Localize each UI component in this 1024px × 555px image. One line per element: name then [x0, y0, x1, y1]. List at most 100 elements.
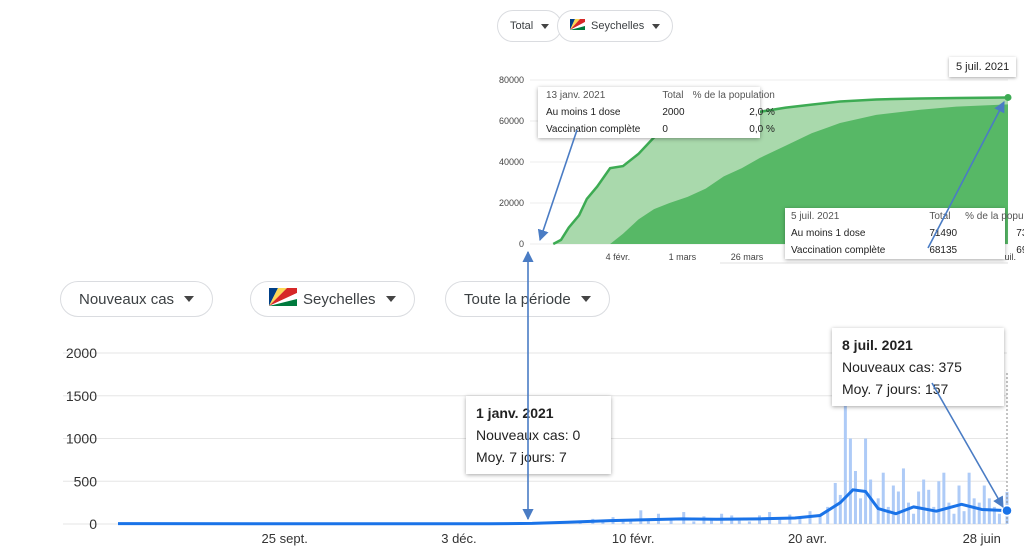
bar	[838, 494, 842, 524]
y-tick-label: 500	[74, 473, 98, 489]
tooltip-cases: Nouveaux cas: 375	[842, 359, 962, 375]
country-dropdown-top[interactable]: Seychelles	[557, 10, 674, 42]
bar	[942, 472, 946, 524]
x-tick-label: 26 mars	[731, 252, 764, 262]
last-point-marker	[1004, 93, 1012, 101]
country-dropdown-label: Seychelles	[303, 290, 376, 308]
x-tick-label: 10 févr.	[612, 531, 655, 546]
tooltip-row-pct: 73,2 %	[1016, 228, 1024, 239]
bar	[876, 498, 880, 524]
bar	[997, 513, 1001, 524]
bar	[692, 521, 696, 524]
country-dropdown-bottom[interactable]: Seychelles	[250, 281, 415, 317]
bar	[864, 438, 868, 524]
country-dropdown-label: Seychelles	[591, 20, 645, 32]
bar	[886, 506, 890, 524]
tooltip-row-label: Vaccination complète	[791, 245, 886, 256]
metric-dropdown-label: Nouveaux cas	[79, 290, 175, 308]
corner-date-label: 5 juil. 2021	[949, 57, 1017, 77]
bar	[833, 482, 837, 524]
bar	[962, 511, 966, 524]
chevron-down-icon	[541, 23, 550, 29]
bar	[977, 502, 981, 524]
tooltip-date: 13 janv. 2021	[546, 90, 606, 101]
tooltip-col-total: Total	[662, 90, 684, 101]
bar	[621, 520, 625, 524]
bar	[901, 468, 905, 524]
x-tick-label: 20 avr.	[788, 531, 827, 546]
bar	[747, 521, 751, 524]
series-line-moy-7-jours	[117, 488, 1008, 526]
tooltip-cases: Nouveaux cas: 0	[476, 427, 581, 443]
metric-dropdown-top[interactable]: Total	[497, 10, 563, 42]
bar	[947, 502, 951, 524]
y-tick-label: 2000	[66, 345, 97, 361]
tooltip-row-pct: 69,8 %	[1016, 245, 1024, 256]
bar	[972, 498, 976, 524]
bar	[826, 506, 830, 524]
tooltip-row-total: 2000	[662, 107, 685, 118]
tooltip-row-label: Au moins 1 dose	[791, 228, 866, 239]
tooltip-row-label: Au moins 1 dose	[546, 107, 621, 118]
chevron-down-icon	[580, 296, 591, 302]
tooltip-row-pct: 2,0 %	[749, 107, 775, 118]
bar	[952, 513, 956, 524]
y-tick-label: 80000	[499, 75, 524, 85]
bar	[737, 520, 741, 524]
chevron-down-icon	[385, 296, 396, 302]
bar	[937, 481, 941, 524]
bar	[896, 491, 900, 524]
bar	[912, 513, 916, 524]
bar	[798, 517, 802, 524]
bar	[843, 382, 847, 524]
bar	[848, 438, 852, 524]
tooltip-row-total: 0	[662, 124, 668, 135]
tooltip-avg: Moy. 7 jours: 157	[842, 381, 949, 397]
cases-tooltip-left: 1 janv. 2021 Nouveaux cas: 0 Moy. 7 jour…	[466, 396, 611, 474]
tooltip-row-total: 68135	[929, 245, 958, 256]
tooltip-date: 8 juil. 2021	[842, 337, 913, 353]
bar	[853, 470, 857, 524]
chevron-down-icon	[184, 296, 195, 302]
tooltip-avg: Moy. 7 jours: 7	[476, 449, 567, 465]
x-tick-label: 28 juin	[963, 531, 1001, 546]
tooltip-row-label: Vaccination complète	[546, 124, 641, 135]
bar	[927, 489, 931, 524]
bar	[907, 502, 911, 524]
y-tick-label: 1500	[66, 388, 97, 404]
bar	[992, 506, 996, 524]
bar	[859, 498, 863, 524]
y-tick-label: 1000	[66, 431, 97, 447]
y-tick-label: 20000	[499, 198, 524, 208]
x-tick-label: 4 févr.	[606, 252, 631, 262]
x-tick-label: 3 déc.	[441, 531, 476, 546]
bar	[710, 518, 714, 524]
x-tick-label: 25 sept.	[262, 531, 308, 546]
bar	[669, 518, 673, 524]
bar	[778, 519, 782, 524]
tooltip-date: 1 janv. 2021	[476, 405, 554, 421]
metric-dropdown-label: Total	[510, 20, 534, 32]
chevron-down-icon	[652, 23, 661, 29]
bar	[881, 472, 885, 524]
vaccination-tooltip-left: 13 janv. 2021 Total % de la population A…	[538, 87, 775, 138]
period-dropdown-label: Toute la période	[464, 290, 571, 308]
tooltip-col-pct: % de la population	[692, 90, 775, 101]
seychelles-flag-icon	[269, 288, 297, 310]
cases-tooltip-right: 8 juil. 2021 Nouveaux cas: 375 Moy. 7 jo…	[832, 328, 1004, 406]
tooltip-date: 5 juil. 2021	[791, 211, 840, 222]
bar	[869, 479, 873, 524]
bar	[922, 479, 926, 524]
bar	[601, 521, 605, 524]
metric-dropdown-bottom[interactable]: Nouveaux cas	[60, 281, 214, 317]
bar	[639, 510, 643, 524]
y-tick-label: 0	[89, 516, 97, 532]
bar	[646, 520, 650, 524]
y-tick-label: 40000	[499, 157, 524, 167]
x-tick-label-edge: uil.	[1004, 252, 1016, 262]
tooltip-row-pct: 0,0 %	[749, 124, 775, 135]
bar	[967, 472, 971, 524]
bar	[932, 506, 936, 524]
y-tick-label: 0	[519, 239, 524, 249]
y-tick-label: 60000	[499, 116, 524, 126]
